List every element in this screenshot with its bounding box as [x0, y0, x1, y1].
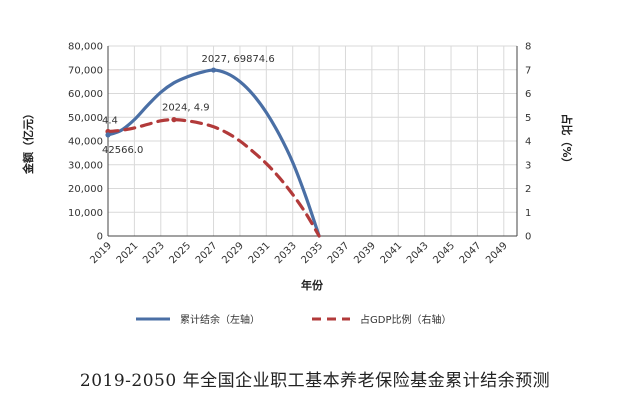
x-tick-label: 2033 — [273, 240, 299, 266]
x-tick-label: 2041 — [379, 240, 405, 266]
y-tick-label-right: 8 — [525, 42, 531, 53]
y-tick-label-right: 3 — [525, 160, 531, 171]
series-line-gdp-ratio — [106, 118, 321, 238]
y-tick-label-right: 7 — [525, 65, 531, 76]
x-tick-label: 2039 — [352, 240, 378, 266]
y-tick-label-left: 0 — [97, 232, 103, 243]
x-tick-label: 2019 — [88, 240, 114, 266]
data-label: 4.4 — [102, 116, 118, 127]
x-tick-label: 2025 — [168, 240, 194, 266]
y-tick-label-right: 1 — [525, 208, 531, 219]
y-ticks-left: 0 10,000 20,000 30,000 40,000 50,000 60,000 70,… — [68, 42, 103, 243]
x-tick-label: 2049 — [484, 240, 510, 266]
x-tick-label: 2043 — [405, 240, 431, 266]
x-tick-label: 2031 — [247, 240, 273, 266]
y-tick-label-left: 10,000 — [68, 208, 103, 219]
legend-label-gdp-ratio: 占GDP比例（右轴） — [360, 313, 451, 326]
y-tick-label-right: 2 — [525, 184, 531, 195]
y-tick-label-right: 0 — [525, 232, 531, 243]
data-label: 42566.0 — [102, 145, 143, 156]
y-tick-label-left: 50,000 — [68, 113, 103, 124]
y-tick-label-right: 5 — [525, 113, 531, 124]
grid — [107, 45, 517, 236]
annotations: 2027, 69874.6 2024, 4.9 4.4 42566.0 — [102, 54, 275, 156]
data-point-marker — [210, 67, 217, 73]
data-label: 2024, 4.9 — [162, 103, 210, 114]
legend-label-cumulative: 累计结余（左轴） — [180, 313, 260, 326]
legend: 累计结余（左轴） 占GDP比例（右轴） — [136, 313, 451, 326]
y-tick-label-right: 6 — [525, 89, 531, 100]
data-label: 2027, 69874.6 — [202, 54, 275, 65]
y-tick-label-left: 20,000 — [68, 184, 103, 195]
x-tick-label: 2023 — [141, 240, 167, 266]
figure-caption: 2019-2050 年全国企业职工基本养老保险基金累计结余预测 — [79, 371, 551, 391]
x-ticks: 2019 2021 2023 2025 2027 2029 2031 2033 2035 2037… — [88, 240, 510, 266]
data-point-marker — [105, 132, 111, 138]
x-tick-label: 2027 — [194, 240, 220, 266]
data-point-marker — [171, 117, 177, 123]
y-tick-label-left: 40,000 — [68, 137, 103, 148]
y-ticks-right: 0 1 2 3 4 5 6 7 8 — [525, 42, 531, 243]
x-tick-label: 2045 — [431, 240, 457, 266]
x-tick-label: 2035 — [299, 240, 325, 266]
x-tick-label: 2037 — [326, 240, 352, 266]
y-tick-label-left: 70,000 — [68, 65, 103, 76]
y-tick-label-left: 30,000 — [68, 160, 103, 171]
y-axis-title-right: 占比（%） — [560, 113, 574, 168]
axes — [107, 46, 518, 237]
x-tick-label: 2021 — [115, 240, 141, 266]
y-axis-title-left: 金额（亿元） — [21, 108, 35, 175]
y-tick-label-right: 4 — [525, 137, 531, 148]
x-tick-label: 2047 — [458, 240, 484, 266]
y-tick-label-left: 60,000 — [68, 89, 103, 100]
y-tick-label-left: 80,000 — [68, 42, 103, 53]
x-axis-title: 年份 — [301, 278, 324, 292]
x-tick-label: 2029 — [220, 240, 246, 266]
